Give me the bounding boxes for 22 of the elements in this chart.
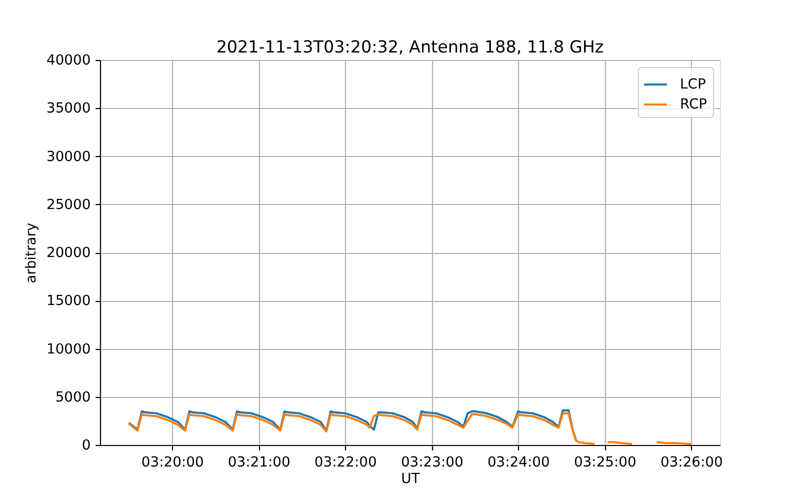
x-tick-label: 03:26:00 [660, 454, 723, 470]
y-tick-label: 35000 [46, 100, 91, 117]
y-tick-label: 10000 [46, 341, 91, 358]
y-tick-label: 15000 [46, 293, 91, 310]
y-tick-label: 30000 [46, 148, 91, 165]
x-tick-label: 03:21:00 [228, 454, 290, 470]
legend-label: RCP [680, 96, 708, 112]
x-tick-label: 03:24:00 [487, 454, 550, 470]
chart-title: 2021-11-13T03:20:32, Antenna 188, 11.8 GHz [216, 36, 604, 56]
y-tick-label: 0 [82, 438, 91, 454]
x-tick-label: 03:25:00 [574, 454, 636, 470]
x-tick-label: 03:22:00 [314, 454, 377, 470]
y-tick-label: 25000 [46, 196, 91, 213]
x-tick-label: 03:23:00 [400, 454, 464, 470]
y-tick-label: 5000 [55, 389, 91, 406]
line-series [128, 409, 577, 440]
x-axis-title: UT [401, 471, 420, 488]
y-tick-label: 20000 [46, 245, 91, 261]
legend-label: LCP [680, 76, 706, 92]
x-tick-label: 03:20:00 [141, 454, 204, 470]
y-axis-title: arbitrary [24, 222, 40, 284]
y-tick-label: 40000 [46, 52, 91, 68]
